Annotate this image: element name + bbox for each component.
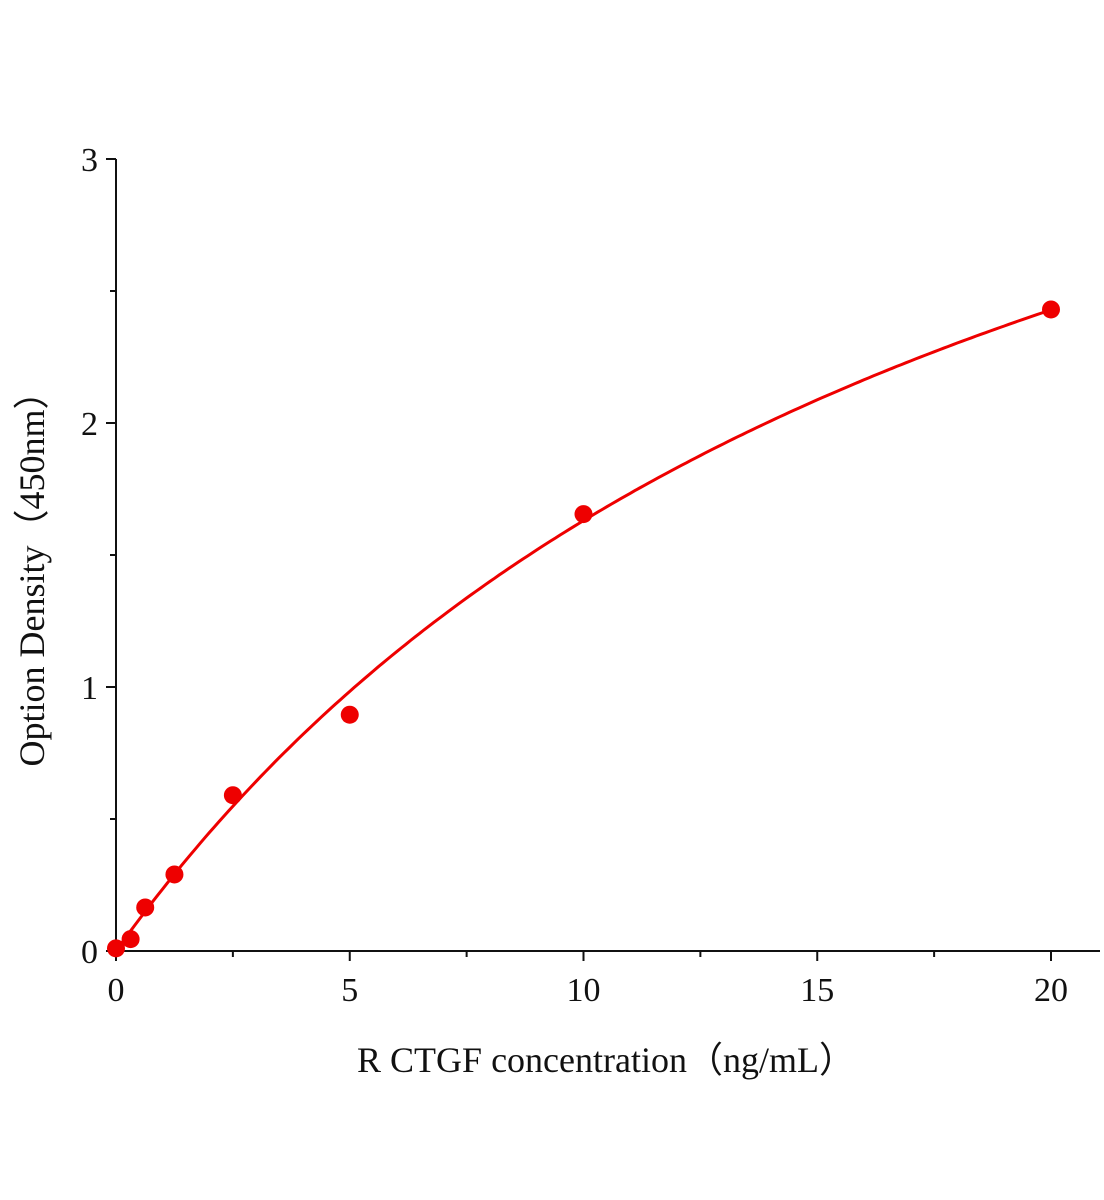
data-point <box>136 898 155 917</box>
x-tick-label: 5 <box>341 972 358 1009</box>
data-point <box>223 786 242 805</box>
data-point <box>1042 300 1060 319</box>
data-point <box>165 865 184 884</box>
y-axis-label: Option Density（450nm） <box>12 374 52 767</box>
y-tick-label: 2 <box>81 406 98 443</box>
x-tick-label: 15 <box>800 972 834 1009</box>
x-tick-label: 0 <box>108 972 125 1009</box>
x-axis-label: R CTGF concentration（ng/mL） <box>357 1040 855 1080</box>
y-tick-label: 0 <box>81 934 98 971</box>
y-tick-label: 1 <box>81 670 98 707</box>
data-points <box>107 300 1060 958</box>
x-tick-label: 20 <box>1034 972 1068 1009</box>
axes <box>115 159 1100 952</box>
x-tick-label: 10 <box>567 972 601 1009</box>
data-point <box>574 505 593 524</box>
data-point <box>121 930 140 949</box>
data-point <box>340 705 359 724</box>
ticks: 0 5 10 15 20 0 1 2 3 <box>81 142 1068 1009</box>
fit-curve <box>114 308 1052 952</box>
y-tick-label: 3 <box>81 142 98 179</box>
data-point <box>107 939 125 958</box>
